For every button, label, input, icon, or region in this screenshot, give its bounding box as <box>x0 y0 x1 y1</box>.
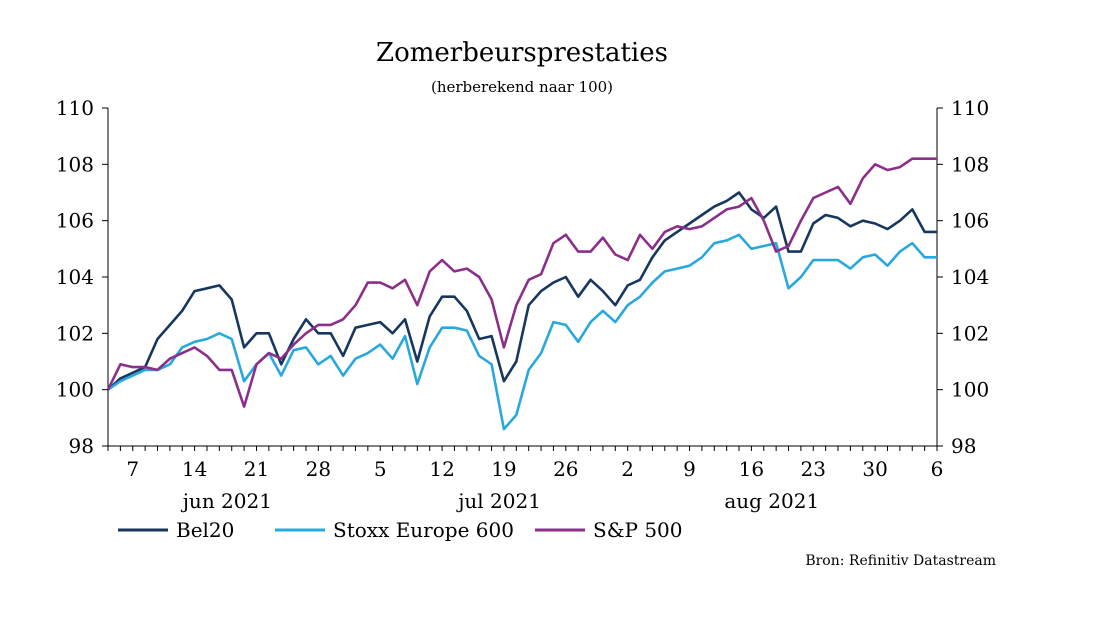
y-tick-label-left: 102 <box>56 321 94 345</box>
x-tick-label: 21 <box>244 457 269 481</box>
x-tick-label: 9 <box>683 457 696 481</box>
x-tick-label: 28 <box>306 457 331 481</box>
y-tick-label-right: 100 <box>951 378 989 402</box>
x-month-label: jun 2021 <box>181 489 272 513</box>
x-tick-label: 19 <box>491 457 516 481</box>
tick-labels: 98 98 100 100 102 102 104 104 106 106 108 108 110 110… <box>56 96 989 513</box>
y-tick-label-left: 108 <box>56 152 94 176</box>
x-tick-label: 7 <box>126 457 139 481</box>
y-tick-label-left: 110 <box>56 96 94 120</box>
legend-label-1: Stoxx Europe 600 <box>333 518 514 542</box>
y-tick-label-left: 104 <box>56 265 94 289</box>
y-tick-label-right: 110 <box>951 96 989 120</box>
y-tick-label-left: 98 <box>69 434 94 458</box>
series-lines <box>106 157 937 431</box>
y-tick-label-left: 106 <box>56 209 94 233</box>
y-tick-label-left: 100 <box>56 378 94 402</box>
x-tick-label: 5 <box>374 457 387 481</box>
y-tick-label-right: 108 <box>951 152 989 176</box>
axes <box>102 107 943 451</box>
x-month-label: jul 2021 <box>456 489 541 513</box>
y-tick-label-right: 104 <box>951 265 989 289</box>
series-line-0 <box>107 191 937 391</box>
y-tick-label-right: 106 <box>951 209 989 233</box>
x-tick-label: 23 <box>801 457 826 481</box>
series-line-2 <box>106 157 937 408</box>
x-tick-label: 6 <box>931 457 944 481</box>
series-line-1 <box>107 233 937 431</box>
chart-title: Zomerbeursprestaties <box>376 38 668 68</box>
x-tick-label: 16 <box>739 457 764 481</box>
x-tick-label: 30 <box>862 457 887 481</box>
y-tick-label-right: 98 <box>951 434 976 458</box>
x-tick-label: 12 <box>429 457 454 481</box>
chart-subtitle: (herberekend naar 100) <box>431 78 613 96</box>
x-tick-label: 26 <box>553 457 578 481</box>
legend: Bel20 Stoxx Europe 600 S&P 500 <box>118 518 683 542</box>
legend-label-0: Bel20 <box>176 518 234 542</box>
x-tick-label: 14 <box>182 457 207 481</box>
legend-label-2: S&P 500 <box>593 518 683 542</box>
y-tick-label-right: 102 <box>951 321 989 345</box>
x-month-label: aug 2021 <box>724 489 819 513</box>
source-note: Bron: Refinitiv Datastream <box>805 553 996 569</box>
x-tick-label: 2 <box>621 457 634 481</box>
